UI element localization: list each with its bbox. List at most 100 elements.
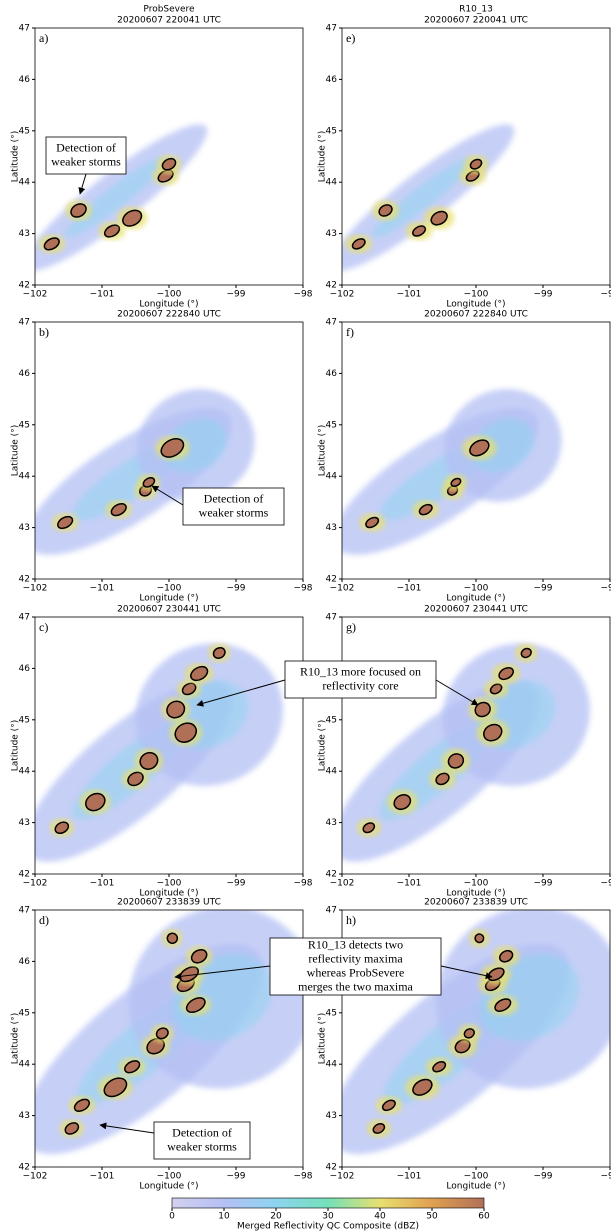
y-tick-label: 43 [326,229,337,239]
y-tick-label: 47 [19,24,30,34]
x-tick-label: −100 [157,584,182,594]
x-axis-label: Longitude (°) [446,1182,505,1192]
x-tick-label: −100 [464,879,489,889]
x-tick-label: −99 [534,290,553,300]
colorbar-tick-label: 60 [478,1212,490,1222]
y-axis-label: Latitude (°) [318,425,328,476]
y-tick-label: 47 [326,613,337,623]
x-tick-label: −98 [601,879,611,889]
map-panel: −102−101−100−99−98424344454647Longitude … [313,310,611,604]
x-tick-label: −98 [601,290,611,300]
x-tick-label: −99 [534,584,553,594]
annotation-text: R10_13 more focused on [300,664,421,678]
annotation-text: Detection of [172,1125,232,1139]
x-axis-label: Longitude (°) [446,300,505,310]
y-tick-label: 46 [19,664,31,674]
y-tick-label: 47 [326,24,337,34]
panel-model: R10_13 [459,5,493,15]
x-tick-label: −98 [294,1172,313,1182]
x-tick-label: −102 [23,584,48,594]
y-tick-label: 42 [326,870,337,880]
x-tick-label: −99 [227,290,246,300]
annotation-arrow [80,174,86,194]
x-tick-label: −101 [90,879,115,889]
reflectivity-field [313,368,582,581]
map-panel: −102−101−100−99−98424344454647Longitude … [307,605,611,899]
x-tick-label: −102 [23,1172,48,1182]
x-tick-label: −99 [227,1172,246,1182]
y-tick-label: 46 [19,957,31,967]
x-tick-label: −98 [294,584,313,594]
annotation-text: R10_13 detects two [308,937,403,951]
y-tick-label: 43 [19,229,30,239]
x-axis-label: Longitude (°) [139,594,198,604]
y-tick-label: 42 [19,870,30,880]
x-tick-label: −101 [90,290,115,300]
y-axis-label: Latitude (°) [318,1013,328,1064]
y-tick-label: 43 [326,818,337,828]
y-tick-label: 46 [326,369,338,379]
annotation-text: weaker storms [51,154,121,168]
reflectivity-field [307,617,611,890]
y-axis-label: Latitude (°) [11,131,21,182]
reflectivity-field [10,108,221,287]
panel-time: 20200607 220041 UTC [424,16,528,26]
annotation-text: Detection of [56,140,116,154]
y-tick-label: 46 [19,369,31,379]
x-tick-label: −98 [294,290,313,300]
x-tick-label: −101 [397,1172,422,1182]
colorbar [172,1198,484,1208]
x-tick-label: −100 [157,290,182,300]
y-tick-label: 42 [326,575,337,585]
map-panel: −102−101−100−99−98424344454647Longitude … [0,605,312,899]
x-tick-label: −100 [157,1172,182,1182]
y-tick-label: 43 [19,523,30,533]
y-tick-label: 42 [326,281,337,291]
panel-time: 20200607 233839 UTC [424,898,528,908]
y-tick-label: 42 [326,1163,337,1173]
colorbar-tick-label: 0 [169,1212,175,1222]
reflectivity-field [317,108,528,287]
y-axis-label: Latitude (°) [11,1013,21,1064]
reflectivity-field [6,368,275,581]
panel-time: 20200607 222840 UTC [117,310,221,320]
y-tick-label: 42 [19,281,30,291]
y-axis-label: Latitude (°) [318,720,328,771]
panel-label: c) [39,620,48,634]
y-tick-label: 43 [19,818,30,828]
annotation-text: whereas ProbSevere [307,965,405,979]
y-tick-label: 47 [19,318,30,328]
annotation-text: merges the two maxima [298,979,413,993]
colorbar-tick-label: 10 [218,1212,230,1222]
x-tick-label: −99 [227,879,246,889]
y-tick-label: 42 [19,575,30,585]
x-tick-label: −102 [330,1172,355,1182]
annotation-text: reflectivity core [322,678,398,692]
panel-time: 20200607 220041 UTC [117,16,221,26]
map-panel: −102−101−100−99−98424344454647Longitude … [317,5,611,310]
panel-time: 20200607 230441 UTC [424,605,528,615]
x-tick-label: −98 [294,879,313,889]
panel-time: 20200607 222840 UTC [424,310,528,320]
x-tick-label: −101 [397,290,422,300]
colorbar-label: Merged Reflectivity QC Composite (dBZ) [237,1222,419,1232]
panel-label: h) [346,913,356,927]
reflectivity-field [0,617,309,890]
colorbar-tick-label: 40 [374,1212,386,1222]
x-axis-label: Longitude (°) [139,1182,198,1192]
panel-model: ProbSevere [143,5,195,15]
x-tick-label: −100 [464,1172,489,1182]
panel-time: 20200607 230441 UTC [117,605,221,615]
annotation-text: reflectivity maxima [308,951,403,965]
y-tick-label: 47 [326,906,337,916]
colorbar-tick-label: 30 [322,1212,334,1222]
panel-label: d) [39,913,49,927]
x-tick-label: −100 [464,290,489,300]
x-tick-label: −99 [227,584,246,594]
annotation-text: Detection of [204,491,264,505]
x-tick-label: −102 [330,290,355,300]
x-tick-label: −101 [90,584,115,594]
panel-time: 20200607 233839 UTC [117,898,221,908]
map-panel: −102−101−100−99−98424344454647Longitude … [299,872,611,1192]
x-tick-label: −102 [330,584,355,594]
